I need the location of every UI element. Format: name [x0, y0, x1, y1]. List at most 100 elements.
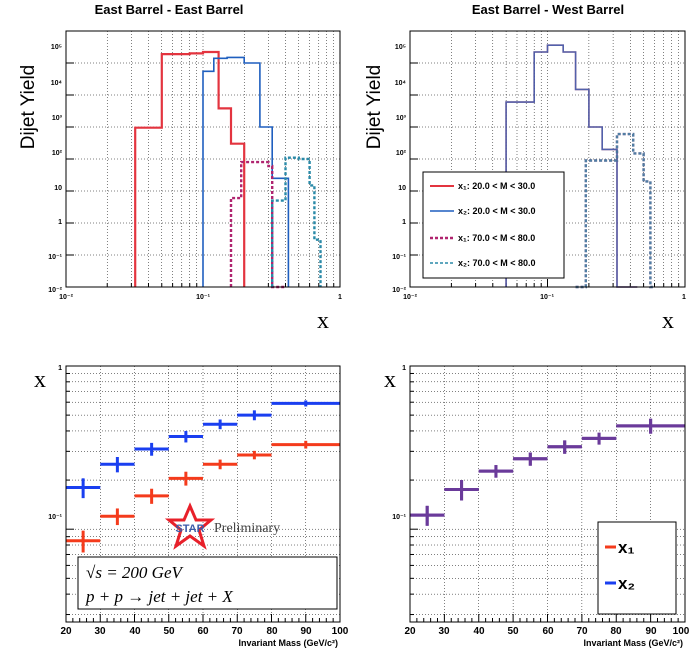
- data-point: [203, 459, 238, 470]
- panel-top-left-series: [65, 30, 341, 289]
- data-point: [134, 488, 169, 504]
- equation-line-2: p + p → jet + jet + X: [85, 587, 233, 606]
- ytick-label: 10⁴: [51, 80, 63, 87]
- xtick-label: 30: [438, 626, 450, 637]
- data-point: [410, 505, 445, 526]
- legend-entry: x₁: 70.0 < M < 80.0: [430, 233, 535, 243]
- histogram-line: [575, 132, 655, 289]
- ytick-label: 1: [402, 365, 406, 372]
- star-logo: STAR Preliminary: [164, 502, 280, 550]
- panel-top-right-xlabel: x: [662, 308, 674, 334]
- panel-bottom-right-frame: [409, 365, 686, 623]
- panel-top-left-ylabel: Dijet Yield: [18, 65, 39, 150]
- histogram-line: [202, 56, 290, 287]
- legend-label: x₂: [618, 574, 635, 593]
- equation-line-1: √s = 200 GeV: [86, 563, 184, 582]
- data-point: [168, 471, 203, 486]
- xtick-label: 60: [542, 626, 554, 637]
- data-point: [100, 456, 135, 473]
- data-point: [66, 530, 101, 553]
- panel-top-left-xlabel: x: [317, 308, 329, 334]
- xtick-label: 40: [129, 626, 141, 637]
- panel-top-left-y-ticks: 10⁵ 10⁴ 10³ 10² 10 1 10⁻¹ 10⁻²: [48, 44, 62, 294]
- ytick-label: 10²: [52, 150, 63, 157]
- panel-top-right-series: [409, 30, 686, 289]
- ytick-label: 10⁻¹: [48, 514, 62, 521]
- ytick-label: 10⁵: [51, 44, 62, 51]
- xtick-label: 60: [197, 626, 209, 637]
- data-point: [271, 440, 340, 449]
- legend-label: x₂: 20.0 < M < 30.0: [458, 206, 536, 216]
- xtick-label: 40: [473, 626, 485, 637]
- equation-box: √s = 200 GeV p + p → jet + jet + X: [77, 556, 338, 610]
- panel-bottom-left-series: [65, 365, 341, 622]
- legend-entry: x₁: 20.0 < M < 30.0: [430, 181, 535, 191]
- xtick-label: 90: [645, 626, 657, 637]
- star-logo-text: STAR: [175, 523, 204, 535]
- ytick-label: 10⁵: [395, 44, 406, 51]
- panel-top-right-ylabel: Dijet Yield: [364, 65, 385, 150]
- ytick-label: 1: [402, 219, 406, 226]
- xtick-label: 80: [610, 626, 622, 637]
- ytick-label: 10³: [396, 115, 407, 122]
- legend-entry: x₁: [605, 538, 635, 557]
- panel-top-right-legend: x₁: 20.0 < M < 30.0 x₂: 20.0 < M < 30.0 …: [422, 171, 565, 279]
- ytick-label: 1: [58, 219, 62, 226]
- panel-bottom-right-xlabel: Invariant Mass (GeV/c²): [583, 638, 683, 648]
- xtick-label: 90: [300, 626, 312, 637]
- xtick-label: 50: [507, 626, 519, 637]
- preliminary-label: Preliminary: [214, 521, 280, 536]
- legend-label: x₂: 70.0 < M < 80.0: [458, 258, 536, 268]
- panel-top-right-x-ticks: 10⁻² 10⁻¹ 1: [403, 294, 686, 301]
- panel-bottom-left-frame: [65, 365, 341, 623]
- panel-bottom-left-xlabel: Invariant Mass (GeV/c²): [238, 638, 338, 648]
- panel-top-left-frame: [65, 30, 341, 288]
- panel-top-right-frame: [409, 30, 686, 288]
- xtick-label: 10⁻¹: [540, 294, 554, 301]
- panel-bottom-left-x-ticks: 20 30 40 50 60 70 80 90 100: [60, 626, 348, 637]
- ytick-label: 10⁻¹: [392, 254, 406, 261]
- histogram-line: [505, 44, 638, 288]
- star-icon: [164, 502, 216, 550]
- legend-label: x₁: 20.0 < M < 30.0: [458, 181, 535, 191]
- ytick-label: 10⁻¹: [48, 254, 62, 261]
- data-point: [66, 478, 101, 499]
- ytick-label: 10⁴: [395, 80, 407, 87]
- ytick-label: 10⁻¹: [392, 514, 406, 521]
- ytick-label: 10³: [52, 115, 63, 122]
- legend-entry: x₂: [605, 574, 635, 593]
- equation-frame: [77, 556, 338, 610]
- xtick-label: 30: [94, 626, 106, 637]
- histogram-line: [575, 132, 655, 289]
- xtick-label: 70: [576, 626, 588, 637]
- histogram-line: [271, 156, 322, 287]
- xtick-label: 10⁻²: [403, 294, 417, 301]
- data-point: [444, 480, 479, 501]
- panel-bottom-right-x-ticks: 20 30 40 50 60 70 80 90 100: [404, 626, 689, 637]
- panel-top-right: East Barrel - West Barrel Dijet Yield 10…: [364, 2, 686, 334]
- ytick-label: 10⁻²: [392, 287, 406, 294]
- data-point: [237, 450, 272, 460]
- legend-entry: x₂: 70.0 < M < 80.0: [430, 258, 536, 268]
- xtick-label: 20: [404, 626, 416, 637]
- data-point: [478, 465, 514, 478]
- data-point: [513, 452, 548, 466]
- data-point: [616, 418, 685, 434]
- data-point: [581, 432, 617, 445]
- xtick-label: 100: [332, 626, 349, 637]
- panel-top-left: East Barrel - East Barrel Dijet Yield 10…: [18, 2, 342, 334]
- ytick-label: 10: [398, 185, 406, 192]
- legend-box: [422, 171, 565, 279]
- panel-bottom-left-ylabel: x: [34, 367, 46, 393]
- data-point: [237, 410, 272, 421]
- panel-bottom-right-y-ticks: 1 10⁻¹: [392, 365, 406, 521]
- panel-bottom-right: x 1 10⁻¹ 20 30 40 50 60 70 80 90 100 Inv…: [384, 365, 689, 648]
- panel-top-left-title: East Barrel - East Barrel: [95, 2, 244, 17]
- legend-label: x₁: 70.0 < M < 80.0: [458, 233, 535, 243]
- xtick-label: 100: [673, 626, 689, 637]
- panel-top-right-y-ticks: 10⁵ 10⁴ 10³ 10² 10 1 10⁻¹ 10⁻²: [392, 44, 406, 294]
- ytick-label: 10²: [396, 150, 407, 157]
- histogram-line: [134, 50, 246, 287]
- xtick-label: 20: [60, 626, 72, 637]
